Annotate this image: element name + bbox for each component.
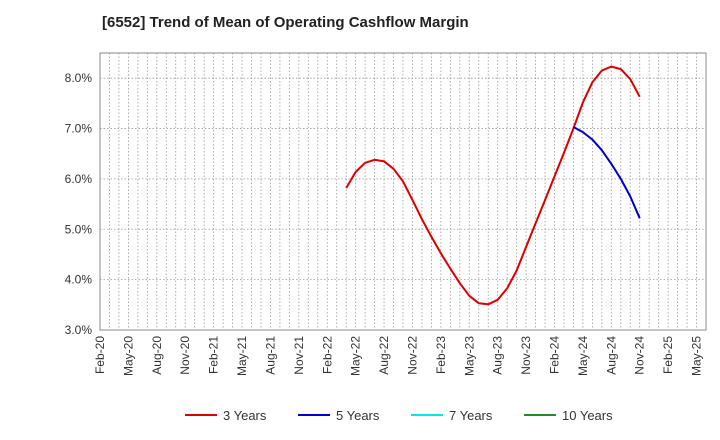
x-tick-label: Aug-21: [263, 336, 277, 375]
x-tick-label: Nov-21: [292, 336, 306, 375]
series-line-3-years: [345, 65, 641, 306]
plot-area-border: [99, 52, 707, 331]
y-tick-label: 8.0%: [65, 71, 93, 85]
x-tick-label: May-23: [462, 336, 476, 376]
y-tick-label: 6.0%: [65, 172, 93, 186]
x-tick-label: Nov-22: [405, 336, 419, 375]
x-tick-label: Aug-22: [377, 336, 391, 375]
x-tick-label: Feb-25: [661, 336, 675, 374]
x-tick-label: Nov-23: [519, 336, 533, 375]
x-tick-label: Feb-20: [93, 336, 107, 374]
legend-label: 10 Years: [562, 408, 613, 423]
x-tick-label: May-25: [690, 336, 704, 376]
x-tick-label: Aug-24: [604, 336, 618, 375]
y-tick-label: 5.0%: [65, 222, 93, 236]
x-tick-label: Feb-21: [207, 336, 221, 374]
x-tick-label: Aug-20: [150, 336, 164, 375]
legend-label: 7 Years: [449, 408, 493, 423]
x-tick-label: Feb-24: [548, 336, 562, 374]
legend-label: 5 Years: [336, 408, 380, 423]
x-tick-label: Nov-20: [178, 336, 192, 375]
x-tick-label: May-24: [576, 336, 590, 376]
y-tick-label: 4.0%: [65, 273, 93, 287]
x-tick-label: May-22: [349, 336, 363, 376]
x-tick-label: May-20: [121, 336, 135, 376]
chart-title: [6552] Trend of Mean of Operating Cashfl…: [102, 14, 469, 31]
x-tick-label: Aug-23: [491, 336, 505, 375]
x-tick-label: Nov-24: [633, 336, 647, 375]
x-tick-label: May-21: [235, 336, 249, 376]
y-tick-label: 3.0%: [65, 323, 93, 337]
x-tick-label: Feb-23: [434, 336, 448, 374]
legend-label: 3 Years: [223, 408, 267, 423]
series-line-5-years: [572, 126, 641, 219]
y-tick-label: 7.0%: [65, 122, 93, 136]
x-tick-label: Feb-22: [320, 336, 334, 374]
